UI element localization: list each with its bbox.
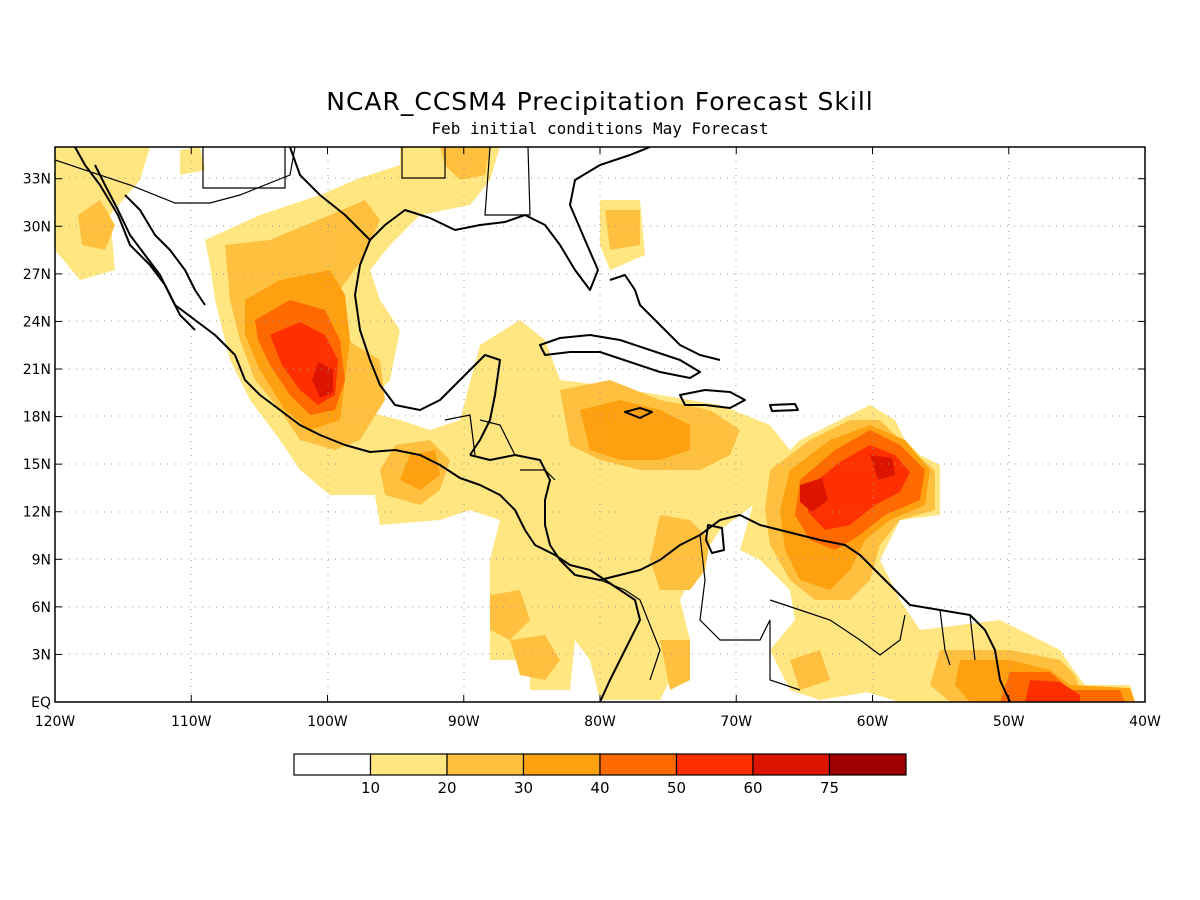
lat-tick-label: 18N — [23, 410, 51, 426]
lat-tick-label: EQ — [31, 695, 51, 711]
longitude-labels: 120W 110W 100W 90W 80W 70W 60W 50W 40W — [35, 714, 1161, 730]
colorbar-swatch — [828, 753, 907, 776]
lat-tick-label: 6N — [32, 600, 51, 616]
lat-tick-label: 12N — [23, 505, 51, 521]
colorbar-swatch — [293, 753, 372, 776]
colorbar-label: 60 — [743, 779, 762, 797]
map-gridlines — [55, 147, 1145, 702]
lon-tick-label: 100W — [307, 714, 348, 730]
coastline-jamaica — [624, 407, 653, 419]
colorbar-label: 75 — [820, 779, 839, 797]
lat-tick-label: 33N — [23, 172, 51, 188]
lat-tick-label: 3N — [32, 647, 51, 663]
lon-tick-label: 120W — [35, 714, 76, 730]
colorbar-swatch — [752, 753, 831, 776]
political-borders — [55, 147, 976, 691]
coastline-mexico-east — [354, 239, 501, 456]
lat-tick-label: 24N — [23, 314, 51, 330]
colorbar-label: 30 — [514, 779, 533, 797]
map-axis-ticks — [54, 147, 1146, 703]
lon-tick-label: 50W — [993, 714, 1025, 730]
lon-tick-label: 70W — [720, 714, 752, 730]
coastline-baja-california — [94, 164, 196, 331]
colorbar-label: 20 — [437, 779, 456, 797]
coastline-bahamas — [609, 274, 721, 361]
latitude-labels: EQ 3N 6N 9N 12N 15N 18N 21N 24N 27N 30N 33N — [23, 172, 51, 711]
lon-tick-label: 80W — [584, 714, 616, 730]
colorbar: 10 20 30 40 50 60 75 — [293, 753, 907, 797]
coastline-puerto-rico — [769, 403, 799, 412]
map-plot-area — [55, 147, 1145, 702]
lon-tick-label: 60W — [857, 714, 889, 730]
lat-tick-label: 9N — [32, 552, 51, 568]
colorbar-label: 40 — [590, 779, 609, 797]
colorbar-label: 50 — [667, 779, 686, 797]
lon-tick-label: 40W — [1129, 714, 1161, 730]
map-title: NCAR_CCSM4 Precipitation Forecast Skill — [326, 87, 873, 116]
colorbar-swatch — [522, 753, 601, 776]
lat-tick-label: 15N — [23, 457, 51, 473]
lon-tick-label: 110W — [171, 714, 212, 730]
coastline-hispaniola — [679, 389, 746, 409]
colorbar-swatch — [446, 753, 525, 776]
lat-tick-label: 21N — [23, 362, 51, 378]
lat-tick-label: 30N — [23, 219, 51, 235]
colorbar-swatch — [599, 753, 678, 776]
colorbar-swatch — [369, 753, 448, 776]
coastline-caribbean-central-america — [469, 454, 1011, 702]
coastline-gulf-of-california — [124, 194, 206, 306]
lon-tick-label: 90W — [448, 714, 480, 730]
colorbar-swatch — [675, 753, 754, 776]
coastline-cuba — [539, 334, 701, 379]
colorbar-label: 10 — [361, 779, 380, 797]
lat-tick-label: 27N — [23, 267, 51, 283]
coastline-lake-maracaibo — [705, 524, 725, 554]
map-subtitle: Feb initial conditions May Forecast — [431, 119, 768, 138]
